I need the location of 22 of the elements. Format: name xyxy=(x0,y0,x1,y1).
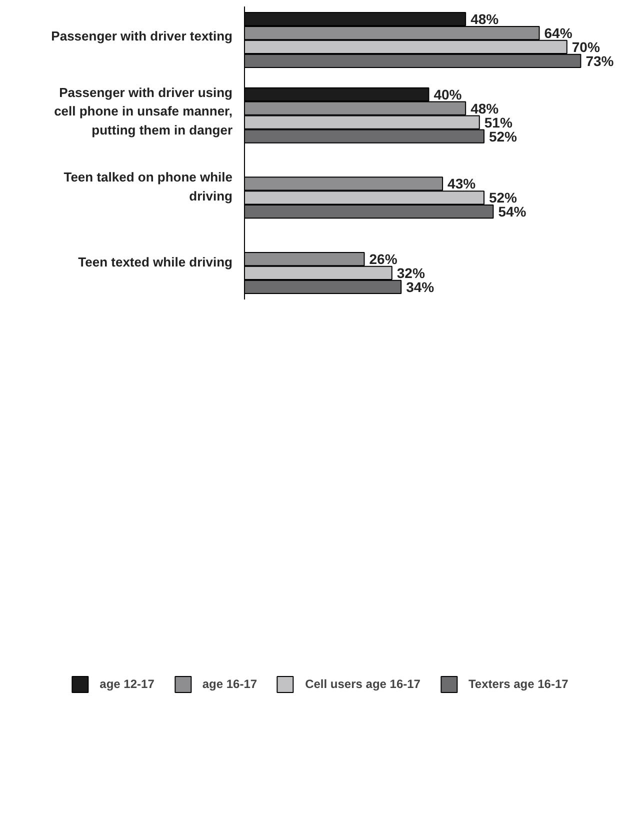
data-label: 32% xyxy=(396,264,426,281)
y-tick-label: Passenger with driver using cell phone in unsafe manner, putting them in danger xyxy=(54,84,233,138)
data-label: 40% xyxy=(434,86,462,102)
legend-label: Cell users age 16-17 xyxy=(305,677,420,691)
legend-label: age 12-17 xyxy=(100,677,154,691)
y-tick-label: Teen texted while driving xyxy=(78,254,233,270)
data-label: 70% xyxy=(572,38,600,55)
data-label: 73% xyxy=(586,52,614,69)
data-label: 52% xyxy=(488,190,518,206)
data-label: 48% xyxy=(470,100,500,116)
data-label: 64% xyxy=(544,25,573,42)
legend-label: age 16-17 xyxy=(202,677,258,691)
data-label: 48% xyxy=(470,11,500,28)
data-label: 34% xyxy=(406,278,435,295)
data-label: 51% xyxy=(484,114,513,130)
y-tick-label: Passenger with driver texting xyxy=(51,28,233,44)
data-label: 26% xyxy=(369,251,398,268)
data-label: 54% xyxy=(498,204,527,220)
legend-label: Texters age 16-17 xyxy=(468,677,568,691)
data-label: 43% xyxy=(448,176,476,192)
y-tick-label: Teen talked on phone while driving xyxy=(64,170,233,204)
data-label: 52% xyxy=(488,128,518,144)
